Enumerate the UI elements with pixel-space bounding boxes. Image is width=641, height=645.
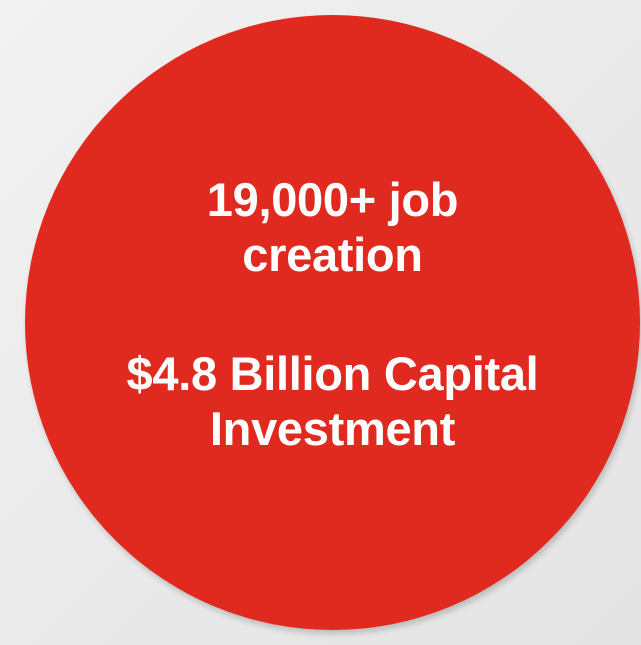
jobs-stat-line2: creation (242, 227, 423, 281)
investment-stat-line2: Investment (209, 401, 456, 455)
stats-text-block: 19,000+ job creation $4.8 Billion Capita… (25, 15, 640, 630)
jobs-stat-line1: 19,000+ job (206, 172, 459, 226)
investment-stat-group: $4.8 Billion Capital Investment (127, 346, 539, 456)
jobs-stat-group: 19,000+ job creation (206, 172, 459, 282)
red-circle (25, 15, 640, 630)
investment-stat-line1: $4.8 Billion Capital (126, 346, 539, 400)
